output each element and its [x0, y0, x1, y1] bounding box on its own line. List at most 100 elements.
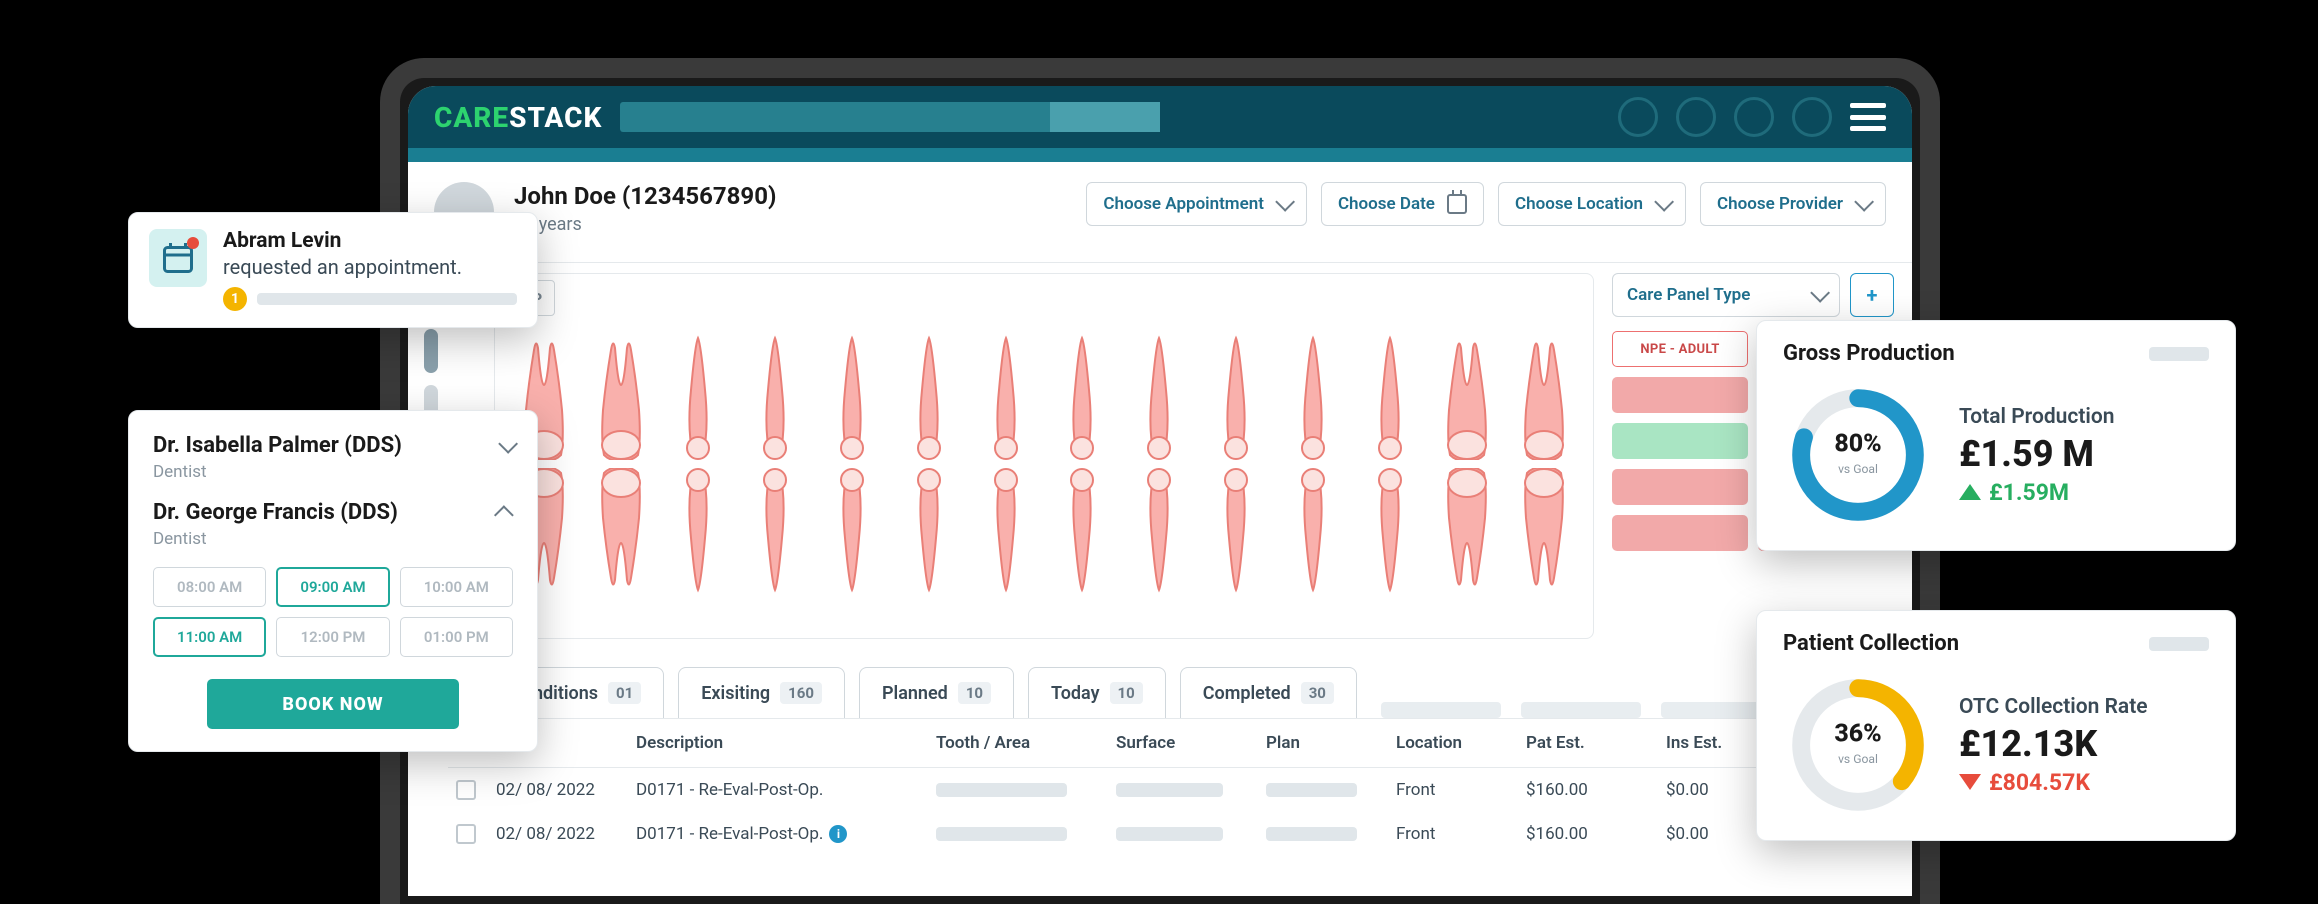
- topbar-circle-icon[interactable]: [1734, 97, 1774, 137]
- time-slot[interactable]: 09:00 AM: [276, 567, 389, 607]
- tooth[interactable]: [1365, 330, 1415, 460]
- tooth-chart: P: [494, 273, 1594, 639]
- care-tag[interactable]: [1612, 423, 1748, 459]
- topbar-circle-icon[interactable]: [1792, 97, 1832, 137]
- care-tag[interactable]: [1612, 469, 1748, 505]
- topbar: CARESTACK: [408, 86, 1912, 148]
- tooth[interactable]: [981, 468, 1031, 598]
- tooth[interactable]: [673, 330, 723, 460]
- kpi-title-row: Gross Production: [1783, 341, 2209, 366]
- tooth[interactable]: [750, 330, 800, 460]
- procedures-table: DateDescriptionTooth / AreaSurfacePlanLo…: [408, 719, 1912, 856]
- tab[interactable]: Exisiting160: [678, 667, 845, 718]
- filter-label: Choose Provider: [1717, 194, 1843, 214]
- tooth[interactable]: [1288, 330, 1338, 460]
- search-input[interactable]: [620, 102, 1160, 132]
- tooth[interactable]: [1134, 330, 1184, 460]
- kpi-metric-label: OTC Collection Rate: [1959, 695, 2148, 719]
- tooth[interactable]: [673, 468, 723, 598]
- chevron-down-icon: [1854, 192, 1874, 212]
- tooth[interactable]: [1057, 468, 1107, 598]
- tooth[interactable]: [1519, 468, 1569, 598]
- provider-row[interactable]: Dr. George Francis (DDS): [153, 500, 513, 525]
- tab[interactable]: Today10: [1028, 667, 1166, 718]
- search-seg-main: [620, 102, 1050, 132]
- table-row[interactable]: 02/ 08/ 2022 D0171 - Re-Eval-Post-Op. Fr…: [448, 768, 1886, 812]
- table-row[interactable]: 02/ 08/ 2022 D0171 - Re-Eval-Post-Op.i F…: [448, 812, 1886, 856]
- kpi-numbers: OTC Collection Rate £12.13K £804.57K: [1959, 695, 2148, 796]
- time-slot: 08:00 AM: [153, 567, 266, 607]
- svg-text:36%: 36%: [1834, 719, 1881, 748]
- care-panel-select[interactable]: Care Panel Type: [1612, 273, 1840, 317]
- care-tag[interactable]: [1612, 515, 1748, 551]
- filter-location[interactable]: Choose Location: [1498, 182, 1686, 226]
- notification-message: requested an appointment.: [223, 255, 517, 279]
- topbar-circle-icon[interactable]: [1618, 97, 1658, 137]
- time-slot: 01:00 PM: [400, 617, 513, 657]
- menu-icon[interactable]: [1850, 103, 1886, 131]
- placeholder: [1116, 827, 1223, 841]
- tooth[interactable]: [904, 330, 954, 460]
- tooth[interactable]: [596, 330, 646, 460]
- time-slot[interactable]: 11:00 AM: [153, 617, 266, 657]
- tabs: Conditions01Exisiting160Planned10Today10…: [408, 649, 1912, 719]
- tooth[interactable]: [1211, 468, 1261, 598]
- chart-column: P: [476, 263, 1612, 649]
- notification-card[interactable]: Abram Levin requested an appointment. 1: [128, 212, 538, 328]
- svg-text:80%: 80%: [1834, 429, 1881, 458]
- provider-row[interactable]: Dr. Isabella Palmer (DDS): [153, 433, 513, 458]
- time-slot: 12:00 PM: [276, 617, 389, 657]
- filter-provider[interactable]: Choose Provider: [1700, 182, 1886, 226]
- tooth[interactable]: [827, 330, 877, 460]
- tooth[interactable]: [1442, 330, 1492, 460]
- info-icon[interactable]: i: [829, 825, 847, 843]
- teeth-upper-row: [519, 330, 1569, 460]
- cell-date: 02/ 08/ 2022: [488, 780, 628, 800]
- tooth[interactable]: [904, 468, 954, 598]
- placeholder: [2149, 637, 2209, 651]
- tab[interactable]: Completed30: [1180, 667, 1357, 718]
- checkbox[interactable]: [456, 824, 476, 844]
- donut-chart: 80% vs Goal: [1783, 380, 1933, 530]
- filter-date[interactable]: Choose Date: [1321, 182, 1484, 226]
- chevron-down-icon: [498, 433, 518, 453]
- logo-part2: STACK: [509, 101, 602, 134]
- tooth[interactable]: [981, 330, 1031, 460]
- laptop-frame: CARESTACK John Doe (1234567890) 20 years: [380, 58, 1940, 904]
- book-now-button[interactable]: BOOK NOW: [207, 679, 459, 729]
- tooth[interactable]: [1288, 468, 1338, 598]
- tooth[interactable]: [596, 468, 646, 598]
- kpi-numbers: Total Production £1.59 M £1.59M: [1959, 405, 2114, 506]
- tab[interactable]: Planned10: [859, 667, 1014, 718]
- tooth[interactable]: [1057, 330, 1107, 460]
- care-tag[interactable]: [1612, 377, 1748, 413]
- cell-pat: $160.00: [1518, 780, 1658, 800]
- th: Tooth / Area: [928, 733, 1108, 753]
- tooth[interactable]: [1211, 330, 1261, 460]
- tooth[interactable]: [1519, 330, 1569, 460]
- search-seg-button[interactable]: [1050, 102, 1160, 132]
- care-tag[interactable]: NPE - ADULT: [1612, 331, 1748, 367]
- filter-appointment[interactable]: Choose Appointment: [1086, 182, 1307, 226]
- checkbox[interactable]: [456, 780, 476, 800]
- tooth[interactable]: [1365, 468, 1415, 598]
- th: Surface: [1108, 733, 1258, 753]
- tab-label: Exisiting: [701, 683, 770, 704]
- provider-name: Dr. Isabella Palmer (DDS): [153, 433, 402, 458]
- slot-grid: 08:00 AM09:00 AM10:00 AM11:00 AM12:00 PM…: [153, 567, 513, 657]
- main-area: P: [408, 263, 1912, 649]
- tab-count: 10: [958, 682, 991, 704]
- add-button[interactable]: +: [1850, 273, 1894, 317]
- placeholder: [1116, 783, 1223, 797]
- kpi-delta-value: £1.59M: [1989, 479, 2069, 506]
- tooth[interactable]: [827, 468, 877, 598]
- logo: CARESTACK: [434, 101, 602, 134]
- topbar-circle-icon[interactable]: [1676, 97, 1716, 137]
- cell-location: Front: [1388, 824, 1518, 844]
- kpi-gross-production: Gross Production 80% vs Goal Total Produ…: [1756, 320, 2236, 551]
- tooth[interactable]: [1442, 468, 1492, 598]
- tooth[interactable]: [1134, 468, 1184, 598]
- notification-text: Abram Levin requested an appointment. 1: [223, 229, 517, 311]
- tooth[interactable]: [750, 468, 800, 598]
- placeholder: [1266, 783, 1357, 797]
